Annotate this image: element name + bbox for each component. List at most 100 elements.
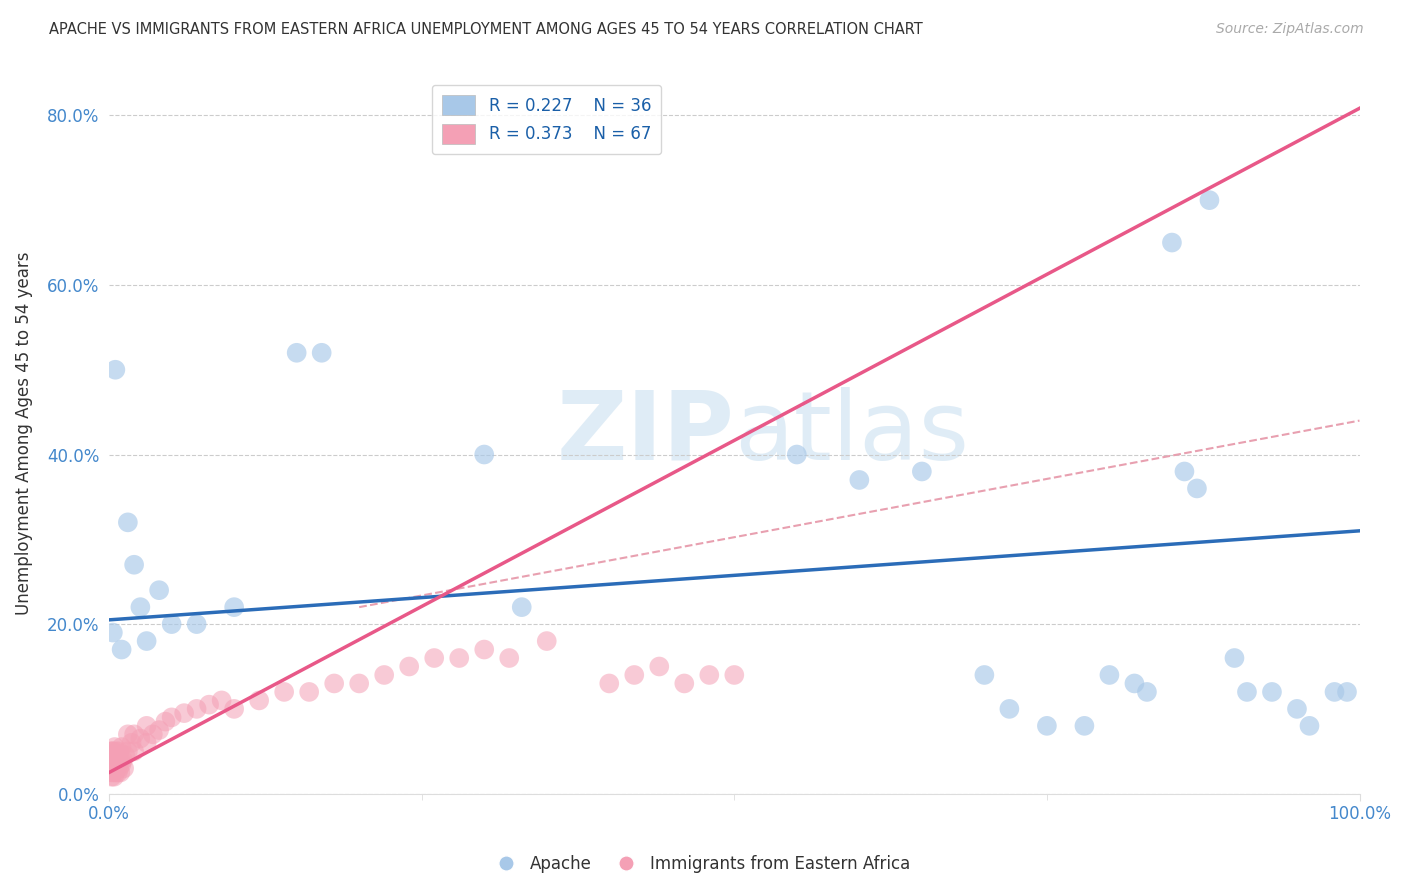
Point bbox=[121, 736, 143, 750]
Point bbox=[673, 676, 696, 690]
Point bbox=[211, 693, 233, 707]
Point bbox=[273, 685, 295, 699]
Point bbox=[472, 642, 495, 657]
Point bbox=[100, 757, 122, 772]
Point bbox=[148, 583, 170, 598]
Point bbox=[423, 651, 446, 665]
Point bbox=[103, 753, 125, 767]
Point bbox=[117, 727, 139, 741]
Point bbox=[449, 651, 471, 665]
Point bbox=[103, 770, 125, 784]
Point bbox=[114, 748, 136, 763]
Point bbox=[1185, 482, 1208, 496]
Point bbox=[347, 676, 370, 690]
Point bbox=[786, 448, 808, 462]
Point bbox=[100, 748, 122, 763]
Point bbox=[1298, 719, 1320, 733]
Point bbox=[110, 642, 132, 657]
Point bbox=[1285, 702, 1308, 716]
Point bbox=[186, 617, 208, 632]
Point bbox=[129, 731, 152, 746]
Point bbox=[1323, 685, 1346, 699]
Point bbox=[155, 714, 177, 729]
Point bbox=[623, 668, 645, 682]
Point bbox=[101, 761, 124, 775]
Point bbox=[311, 345, 333, 359]
Point bbox=[998, 702, 1021, 716]
Point bbox=[1123, 676, 1146, 690]
Point bbox=[122, 744, 145, 758]
Point bbox=[648, 659, 671, 673]
Point bbox=[103, 744, 125, 758]
Point bbox=[1098, 668, 1121, 682]
Point bbox=[472, 448, 495, 462]
Point bbox=[298, 685, 321, 699]
Point bbox=[1336, 685, 1358, 699]
Point bbox=[398, 659, 420, 673]
Point bbox=[723, 668, 745, 682]
Point bbox=[122, 727, 145, 741]
Point bbox=[160, 710, 183, 724]
Text: Source: ZipAtlas.com: Source: ZipAtlas.com bbox=[1216, 22, 1364, 37]
Point bbox=[108, 744, 131, 758]
Legend: R = 0.227    N = 36, R = 0.373    N = 67: R = 0.227 N = 36, R = 0.373 N = 67 bbox=[432, 85, 661, 154]
Point bbox=[323, 676, 346, 690]
Point bbox=[1136, 685, 1159, 699]
Point bbox=[973, 668, 995, 682]
Point bbox=[1198, 193, 1220, 207]
Point bbox=[100, 744, 122, 758]
Point bbox=[117, 744, 139, 758]
Point bbox=[101, 744, 124, 758]
Point bbox=[510, 600, 533, 615]
Point bbox=[198, 698, 221, 712]
Point bbox=[108, 761, 131, 775]
Point bbox=[142, 727, 165, 741]
Text: atlas: atlas bbox=[734, 387, 969, 480]
Point bbox=[103, 761, 125, 775]
Point bbox=[105, 761, 128, 775]
Legend: Apache, Immigrants from Eastern Africa: Apache, Immigrants from Eastern Africa bbox=[489, 848, 917, 880]
Point bbox=[224, 600, 246, 615]
Point bbox=[1073, 719, 1095, 733]
Point bbox=[100, 770, 122, 784]
Point bbox=[135, 736, 157, 750]
Point bbox=[1261, 685, 1284, 699]
Point bbox=[101, 748, 124, 763]
Point bbox=[148, 723, 170, 737]
Point bbox=[112, 761, 135, 775]
Point bbox=[104, 363, 127, 377]
Point bbox=[104, 753, 127, 767]
Point bbox=[536, 634, 558, 648]
Point bbox=[373, 668, 395, 682]
Point bbox=[598, 676, 620, 690]
Point bbox=[107, 748, 129, 763]
Point bbox=[104, 765, 127, 780]
Point bbox=[697, 668, 720, 682]
Point bbox=[1173, 465, 1195, 479]
Point bbox=[135, 634, 157, 648]
Point bbox=[105, 744, 128, 758]
Point bbox=[129, 600, 152, 615]
Point bbox=[186, 702, 208, 716]
Point bbox=[285, 345, 308, 359]
Text: ZIP: ZIP bbox=[557, 387, 734, 480]
Point bbox=[110, 739, 132, 754]
Point bbox=[110, 765, 132, 780]
Point bbox=[101, 625, 124, 640]
Point bbox=[98, 753, 121, 767]
Point bbox=[107, 765, 129, 780]
Point bbox=[110, 757, 132, 772]
Point bbox=[1223, 651, 1246, 665]
Point bbox=[247, 693, 270, 707]
Point bbox=[104, 739, 127, 754]
Point bbox=[224, 702, 246, 716]
Point bbox=[1161, 235, 1184, 250]
Point bbox=[111, 753, 134, 767]
Point bbox=[101, 765, 124, 780]
Point bbox=[848, 473, 870, 487]
Point bbox=[117, 516, 139, 530]
Point bbox=[104, 757, 127, 772]
Point bbox=[160, 617, 183, 632]
Point bbox=[135, 719, 157, 733]
Point bbox=[98, 765, 121, 780]
